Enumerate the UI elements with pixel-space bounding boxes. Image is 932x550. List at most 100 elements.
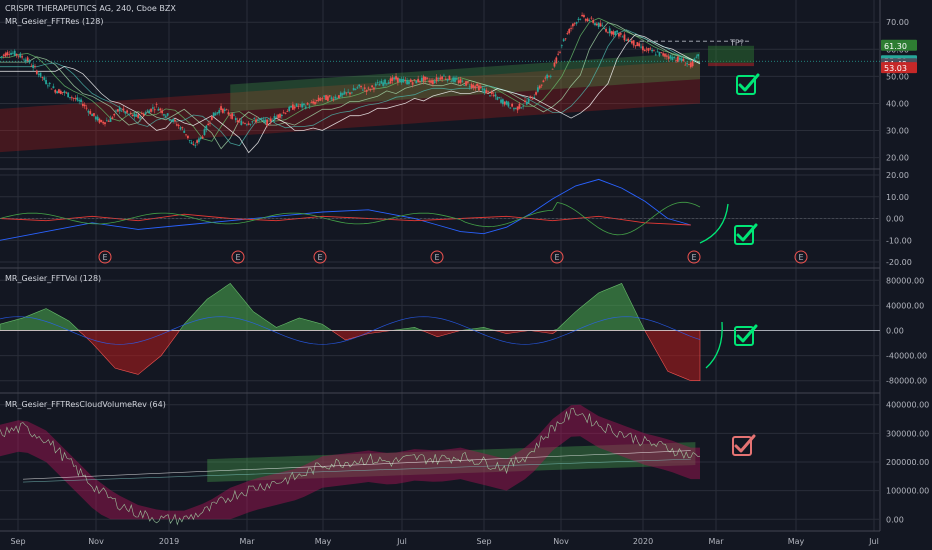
price-candle — [122, 108, 125, 111]
earnings-marker[interactable] — [430, 250, 444, 264]
y-tick-label: 30.00 — [886, 127, 909, 136]
x-tick-label: May — [788, 537, 805, 546]
price-candle — [461, 80, 464, 82]
price-candle — [643, 49, 646, 52]
price-candle — [347, 91, 350, 93]
price-candle — [632, 40, 635, 46]
price-candle — [601, 25, 604, 27]
fftvol-legend: MR_Gesier_FFTVol (128) — [5, 274, 101, 283]
price-candle — [426, 77, 429, 79]
price-candle — [430, 80, 432, 83]
price-candle — [105, 120, 108, 122]
price-candle — [247, 123, 250, 125]
price-candle — [256, 119, 259, 122]
price-candle — [120, 110, 123, 112]
price-candle — [264, 119, 267, 123]
price-candle — [35, 70, 38, 74]
price-candle — [225, 109, 228, 111]
price-candle — [459, 79, 462, 83]
price-candle — [664, 53, 666, 57]
price-candle — [511, 103, 514, 107]
price-candle — [559, 51, 561, 53]
price-candle — [21, 56, 24, 58]
price-candle — [23, 59, 25, 61]
price-candle — [524, 100, 526, 102]
price-candle — [571, 23, 574, 27]
earnings-marker-label: E — [554, 253, 559, 262]
price-candle — [290, 106, 292, 108]
y-tick-label: 70.00 — [886, 18, 909, 27]
price-candle — [210, 116, 213, 120]
price-candle — [647, 48, 650, 51]
price-candle — [358, 84, 361, 87]
y-tick-label: 100000.00 — [886, 487, 929, 496]
earnings-marker[interactable] — [550, 250, 564, 264]
price-candle — [131, 114, 134, 117]
earnings-marker[interactable] — [313, 250, 327, 264]
price-candle — [605, 28, 607, 32]
price-candle — [391, 77, 394, 81]
price-candle — [194, 145, 197, 147]
price-candle — [80, 99, 82, 103]
price-candle — [56, 91, 59, 94]
price-candle — [404, 79, 407, 81]
price-candle — [636, 42, 639, 46]
target-zone-box[interactable] — [708, 45, 754, 63]
price-candle — [693, 58, 696, 61]
price-candle — [8, 53, 11, 55]
price-candle — [48, 82, 51, 85]
price-candle — [433, 81, 436, 83]
price-moving-average — [0, 29, 701, 147]
price-candle — [227, 112, 230, 115]
price-candle — [6, 52, 9, 56]
cloudvol-trend-line-2 — [23, 458, 691, 483]
earnings-marker[interactable] — [98, 250, 112, 264]
checkmark-icon — [738, 73, 760, 92]
price-candle — [579, 18, 582, 20]
price-candle — [606, 32, 609, 34]
price-candle — [310, 102, 313, 104]
price-candle — [651, 49, 654, 52]
price-candle — [428, 80, 431, 83]
price-candle — [286, 111, 289, 112]
price-candle — [665, 55, 668, 57]
earnings-marker-label: E — [434, 253, 439, 262]
price-candle — [214, 113, 217, 116]
price-candle — [297, 106, 300, 107]
price-candle — [503, 101, 506, 105]
price-candle — [163, 114, 165, 116]
price-candle — [249, 123, 252, 125]
price-candle — [542, 80, 545, 83]
price-candle — [291, 104, 294, 110]
price-candle — [209, 122, 211, 124]
fftres-legend-text: MR_Gesier_FFTRes (128) — [5, 17, 104, 26]
x-tick-label: Sep — [10, 537, 25, 546]
price-candle — [669, 55, 672, 59]
earnings-marker[interactable] — [794, 250, 808, 264]
price-candle — [564, 38, 567, 40]
earnings-marker[interactable] — [687, 250, 701, 264]
stop-zone-box[interactable] — [708, 62, 754, 67]
price-legend: CRISPR THERAPEUTICS AG, 240, Cboe BZX — [5, 4, 176, 13]
price-candle — [640, 46, 642, 48]
price-candle — [675, 60, 677, 62]
price-candle — [10, 52, 12, 55]
price-candle — [26, 57, 29, 62]
price-candle — [166, 113, 169, 116]
price-candle — [115, 110, 117, 112]
price-candle — [474, 86, 477, 89]
price-candle — [420, 77, 423, 81]
price-candle — [34, 66, 36, 68]
price-candle — [546, 74, 549, 79]
price-candle — [81, 103, 84, 106]
earnings-marker[interactable] — [231, 250, 245, 264]
price-candle — [330, 97, 333, 100]
price-candle — [686, 63, 689, 65]
price-candle — [98, 118, 101, 123]
earnings-marker-label: E — [798, 253, 803, 262]
price-candle — [689, 62, 692, 68]
price-candle — [531, 98, 534, 100]
price-candle — [439, 77, 442, 80]
price-candle — [684, 64, 687, 66]
